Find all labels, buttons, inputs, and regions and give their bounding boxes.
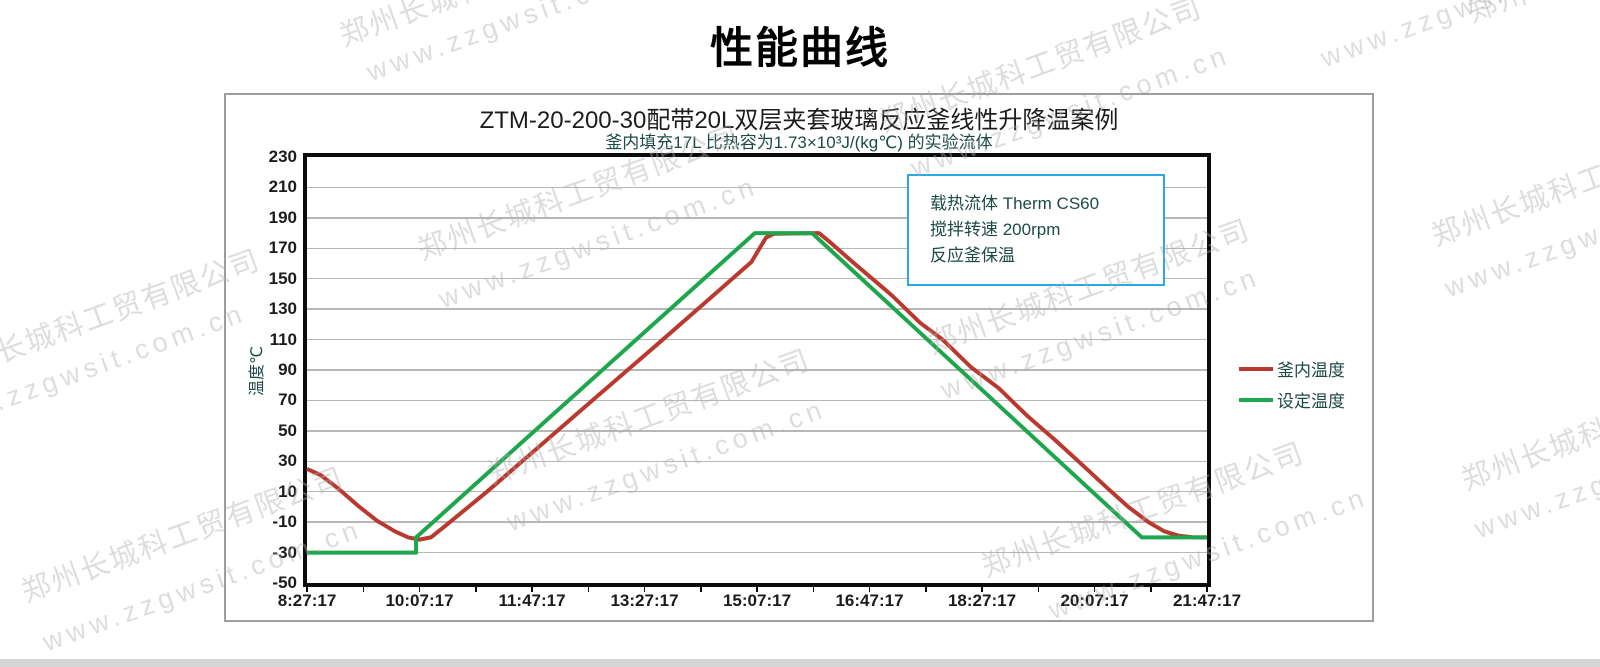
gridline [307, 186, 1207, 189]
y-axis-tick-label: 150 [268, 268, 297, 288]
watermark-text: 郑州长城科工贸有限公司 [1457, 350, 1600, 497]
y-axis-tick-label: 90 [278, 360, 297, 379]
legend-line-swatch [1239, 366, 1273, 371]
x-axis-tick-label: 20:07:17 [1060, 591, 1129, 610]
chart-subtitle: 釜内填充17L 比热容为1.73×10³J/(kg℃) 的实验流体 [605, 133, 993, 152]
watermark-text: 郑州长城科工贸有限公司 [1427, 106, 1600, 253]
legend-label: 釜内温度 [1277, 361, 1345, 380]
chart-title: ZTM-20-200-30配带20L双层夹套玻璃反应釜线性升降温案例 [479, 107, 1119, 134]
watermark-text: www.zzgwsit.com.cn [1470, 400, 1600, 545]
legend-label: 设定温度 [1277, 392, 1345, 411]
gridline [307, 369, 1207, 371]
page-title: 性能曲线 [710, 25, 890, 73]
x-axis-tick-label: 15:07:17 [722, 591, 792, 610]
watermark-text: www.zzgwsit.com.cn [0, 297, 251, 442]
x-axis-tick-mark [643, 587, 646, 592]
legend-item: 设定温度 [1239, 384, 1345, 415]
legend-line-swatch [1239, 397, 1273, 402]
gridline [307, 217, 1207, 219]
x-axis-tick-mark [925, 587, 927, 592]
annotation-line: 载热流体 Therm CS60 [930, 194, 1100, 213]
x-axis-tick-mark [981, 587, 983, 592]
annotation-box: 载热流体 Therm CS60 搅拌转速 200rpm 反应釜保温 [907, 174, 1165, 286]
x-axis-tick-label: 16:47:17 [835, 591, 904, 610]
y-axis-tick-label: -10 [272, 512, 297, 532]
y-axis-tick-label: 110 [269, 329, 297, 349]
x-axis-tick-mark [700, 587, 702, 592]
y-axis-tick-label: 130 [268, 299, 297, 319]
y-axis-tick-label: 50 [278, 420, 297, 440]
y-axis-tick-label: 210 [268, 177, 297, 197]
x-axis-tick-label: 21:47:17 [1172, 591, 1242, 610]
legend-item: 釜内温度 [1239, 353, 1345, 384]
x-axis-tick-label: 13:27:17 [610, 591, 679, 610]
x-axis-tick-mark [531, 587, 533, 592]
watermark-text: www.zzgwsit.com.cn [1440, 159, 1600, 304]
x-axis-tick-label: 8:27:17 [277, 591, 337, 610]
x-axis-tick-mark [306, 587, 308, 592]
gridline [307, 430, 1207, 432]
x-axis-tick-mark [362, 587, 364, 592]
x-axis-tick-mark [1150, 587, 1152, 592]
gridline [307, 521, 1207, 523]
x-axis-tick-mark [812, 587, 814, 592]
x-axis-tick-mark [1037, 587, 1039, 592]
gridline [307, 490, 1207, 493]
x-axis-tick-label: 18:27:17 [947, 591, 1017, 610]
series-plot-svg [306, 231, 1207, 555]
x-axis-tick-mark [418, 587, 421, 592]
chart-container: ZTM-20-200-30配带20L双层夹套玻璃反应釜线性升降温案例 釜内填充1… [224, 93, 1374, 622]
x-axis-tick-label: 11:47:17 [498, 591, 566, 610]
gridline [307, 399, 1207, 402]
y-axis-tick-label: -30 [272, 542, 297, 562]
gridline [307, 551, 1207, 554]
y-axis-tick-label: 30 [278, 451, 297, 471]
y-axis-tick-label: 10 [278, 481, 297, 501]
x-axis-tick-mark [868, 587, 871, 592]
y-axis-tick-label: 230 [268, 147, 297, 166]
annotation-box-lines: 载热流体 Therm CS60 搅拌转速 200rpm 反应釜保温 [930, 191, 1163, 269]
gridline [307, 247, 1207, 250]
y-axis-tick-label: -50 [272, 573, 297, 592]
gridline [307, 277, 1207, 280]
x-axis-tick-mark [756, 587, 758, 592]
x-axis-tick-mark [1093, 587, 1096, 592]
y-axis-tick-label: 70 [278, 390, 297, 410]
y-axis-tick-label: 170 [268, 238, 297, 258]
y-axis-tick-label: 190 [268, 207, 297, 227]
page-bottom-divider [0, 659, 1600, 667]
annotation-line: 搅拌转速 200rpm [930, 220, 1061, 239]
x-axis-tick-mark [475, 587, 477, 592]
gridline [307, 338, 1207, 341]
series-line [307, 231, 1207, 555]
gridline [307, 460, 1207, 463]
legend: 釜内温度 设定温度 [1239, 353, 1345, 415]
x-axis-tick-mark [587, 587, 589, 592]
gridline [307, 308, 1207, 310]
x-axis-tick-mark [1206, 587, 1208, 592]
x-axis-tick-label: 10:07:17 [385, 591, 454, 610]
annotation-line: 反应釜保温 [930, 246, 1015, 265]
